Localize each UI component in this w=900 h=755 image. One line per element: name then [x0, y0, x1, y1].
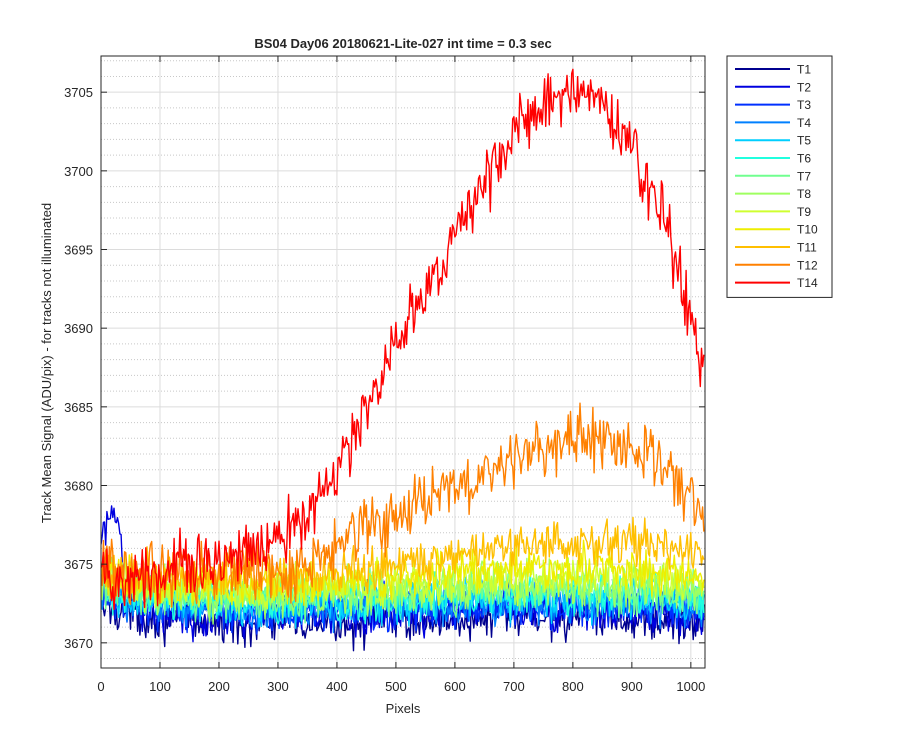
- legend-label-t8: T8: [797, 187, 811, 201]
- x-tick-label: 100: [149, 679, 171, 694]
- legend-label-t4: T4: [797, 116, 811, 130]
- x-tick-label: 900: [621, 679, 643, 694]
- legend-label-t10: T10: [797, 223, 818, 237]
- legend-label-t3: T3: [797, 98, 811, 112]
- legend-label-t12: T12: [797, 258, 818, 272]
- series-layer: [101, 68, 705, 652]
- x-tick-labels: 0 100 200 300 400 500 600 700 800 900 1000: [97, 679, 705, 694]
- legend-label-t11: T11: [797, 241, 817, 255]
- x-tick-label: 0: [97, 679, 104, 694]
- x-tick-label: 600: [444, 679, 466, 694]
- legend-label-t6: T6: [797, 152, 811, 166]
- x-tick-label: 1000: [676, 679, 705, 694]
- y-tick-label: 3690: [64, 321, 93, 336]
- legend-label-t5: T5: [797, 134, 811, 148]
- legend-label-t2: T2: [797, 80, 811, 94]
- x-tick-label: 500: [385, 679, 407, 694]
- series-line-t14: [101, 68, 705, 610]
- x-tick-label: 400: [326, 679, 348, 694]
- series-line-t10: [101, 539, 705, 610]
- x-tick-label: 200: [208, 679, 230, 694]
- y-tick-label: 3680: [64, 479, 93, 494]
- y-tick-label: 3705: [64, 85, 93, 100]
- legend-label-t1: T1: [797, 63, 811, 77]
- y-tick-label: 3685: [64, 400, 93, 415]
- plot-frame: [100, 55, 706, 669]
- series-line-t12: [101, 402, 705, 608]
- legend: T1 T2 T3 T4 T5 T6 T7 T8 T9 T10 T11 T12 T14: [726, 55, 833, 298]
- y-tick-label: 3670: [64, 636, 93, 651]
- x-tick-label: 300: [267, 679, 289, 694]
- y-tick-label: 3675: [64, 557, 93, 572]
- y-tick-label: 3700: [64, 164, 93, 179]
- x-tick-label: 700: [503, 679, 525, 694]
- chart-title: BS04 Day06 20180621-Lite-027 int time = …: [254, 36, 551, 51]
- y-tick-labels: 3670 3675 3680 3685 3690 3695 3700 3705: [64, 85, 93, 651]
- plot-area: [100, 55, 706, 669]
- legend-label-t7: T7: [797, 169, 811, 183]
- legend-label-t9: T9: [797, 205, 811, 219]
- y-tick-label: 3695: [64, 243, 93, 258]
- axis-ticks: [100, 56, 705, 668]
- x-axis-label: Pixels: [386, 701, 421, 716]
- x-tick-label: 800: [562, 679, 584, 694]
- legend-label-t14: T14: [797, 276, 818, 290]
- y-axis-label: Track Mean Signal (ADU/pix) - for tracks…: [39, 203, 54, 523]
